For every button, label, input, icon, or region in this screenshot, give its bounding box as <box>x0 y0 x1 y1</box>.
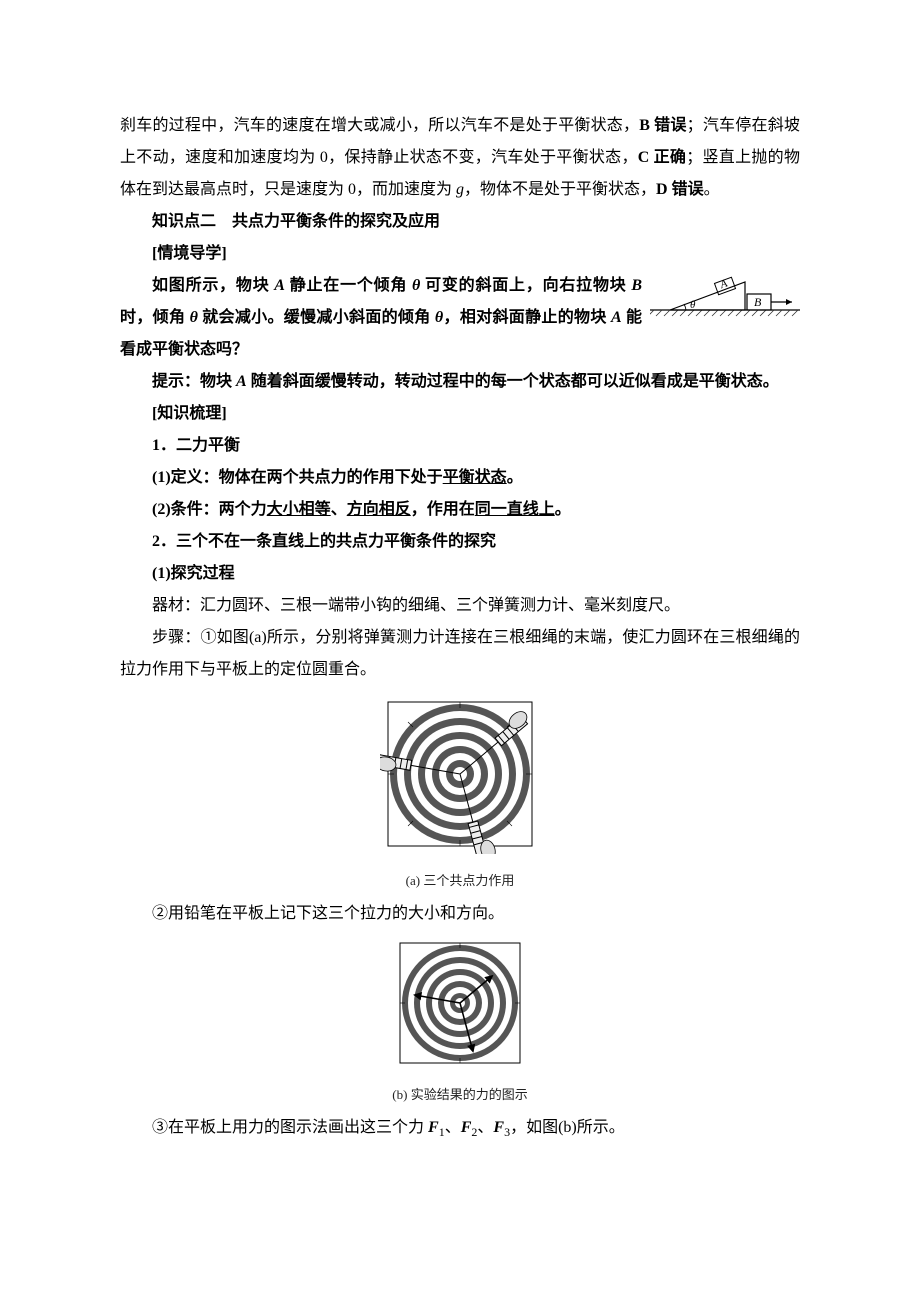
step-3: ③在平板上用力的图示法画出这三个力 F1、F2、F3，如图(b)所示。 <box>120 1112 800 1144</box>
wedge-diagram: θ A B <box>650 270 800 330</box>
explore-1: (1)探究过程 <box>120 558 800 590</box>
var-F2: F <box>461 1119 472 1136</box>
figure-b: (b) 实验结果的力的图示 <box>120 938 800 1108</box>
var-g: g <box>456 181 464 198</box>
figure-a: (a) 三个共点力作用 <box>120 694 800 894</box>
text: 、 <box>331 501 347 518</box>
choice-c: C 正确 <box>638 149 686 166</box>
text: 可变的斜面上，向右拉物块 <box>420 277 631 294</box>
text: 。 <box>704 181 720 198</box>
text: 就会减小。缓慢减小斜面的倾角 <box>198 309 435 326</box>
var-theta: θ <box>190 309 198 326</box>
definition-1: (1)定义：物体在两个共点力的作用下处于平衡状态。 <box>120 462 800 494</box>
target-a-svg <box>380 694 540 854</box>
choice-b: B 错误 <box>639 117 686 134</box>
var-B: B <box>631 277 642 294</box>
text: 。 <box>507 469 523 486</box>
text: (1)定义：物体在两个共点力的作用下处于 <box>152 469 443 486</box>
var-F3: F <box>493 1119 504 1136</box>
paragraph-answer: 刹车的过程中，汽车的速度在增大或减小，所以汽车不是处于平衡状态，B 错误；汽车停… <box>120 110 800 206</box>
heading-1: 1．二力平衡 <box>120 430 800 462</box>
text: ，物体不是处于平衡状态， <box>464 181 656 198</box>
underline-text: 方向相反 <box>347 501 411 518</box>
var-A: A <box>236 373 247 390</box>
text: 。 <box>555 501 571 518</box>
theta-label: θ <box>690 299 696 311</box>
paragraph-hint: 提示：物块 A 随着斜面缓慢转动，转动过程中的每一个状态都可以近似看成是平衡状态… <box>120 366 800 398</box>
text: 刹车的过程中，汽车的速度在增大或减小，所以汽车不是处于平衡状态， <box>120 117 639 134</box>
heading-scenario: [情境导学] <box>120 238 800 270</box>
block-b-label: B <box>754 295 762 309</box>
var-A: A <box>274 277 285 294</box>
underline-text: 大小相等 <box>267 501 331 518</box>
heading-knowledge-comb: [知识梳理] <box>120 398 800 430</box>
condition-2: (2)条件：两个力大小相等、方向相反，作用在同一直线上。 <box>120 494 800 526</box>
heading-2: 2．三个不在一条直线上的共点力平衡条件的探究 <box>120 526 800 558</box>
var-A: A <box>611 309 622 326</box>
text: 、 <box>445 1119 461 1136</box>
text: 随着斜面缓慢转动，转动过程中的每一个状态都可以近似看成是平衡状态。 <box>247 373 779 390</box>
text: 如图所示，物块 <box>152 277 274 294</box>
text: ，如图(b)所示。 <box>510 1119 625 1136</box>
var-F1: F <box>428 1119 439 1136</box>
step-1: 步骤：①如图(a)所示，分别将弹簧测力计连接在三根细绳的末端，使汇力圆环在三根细… <box>120 622 800 686</box>
choice-d: D 错误 <box>656 181 704 198</box>
text: 、 <box>477 1119 493 1136</box>
step-2: ②用铅笔在平板上记下这三个拉力的大小和方向。 <box>120 898 800 930</box>
text: ，相对斜面静止的物块 <box>443 309 611 326</box>
underline-text: 同一直线上 <box>475 501 555 518</box>
text: ，作用在 <box>411 501 475 518</box>
var-theta: θ <box>435 309 443 326</box>
text: ③在平板上用力的图示法画出这三个力 <box>152 1119 428 1136</box>
block-a-label: A <box>718 277 730 291</box>
equipment: 器材：汇力圆环、三根一端带小钩的细绳、三个弹簧测力计、毫米刻度尺。 <box>120 590 800 622</box>
wedge-svg: θ A B <box>650 270 800 318</box>
text: (2)条件：两个力 <box>152 501 267 518</box>
document-page: 刹车的过程中，汽车的速度在增大或减小，所以汽车不是处于平衡状态，B 错误；汽车停… <box>0 0 920 1302</box>
underline-text: 平衡状态 <box>443 469 507 486</box>
caption-b: (b) 实验结果的力的图示 <box>120 1082 800 1108</box>
text: 时，倾角 <box>120 309 190 326</box>
text: 提示：物块 <box>152 373 236 390</box>
text: 静止在一个倾角 <box>285 277 412 294</box>
target-b-svg <box>395 938 525 1068</box>
heading-knowledge-point-2: 知识点二 共点力平衡条件的探究及应用 <box>120 206 800 238</box>
caption-a: (a) 三个共点力作用 <box>120 868 800 894</box>
